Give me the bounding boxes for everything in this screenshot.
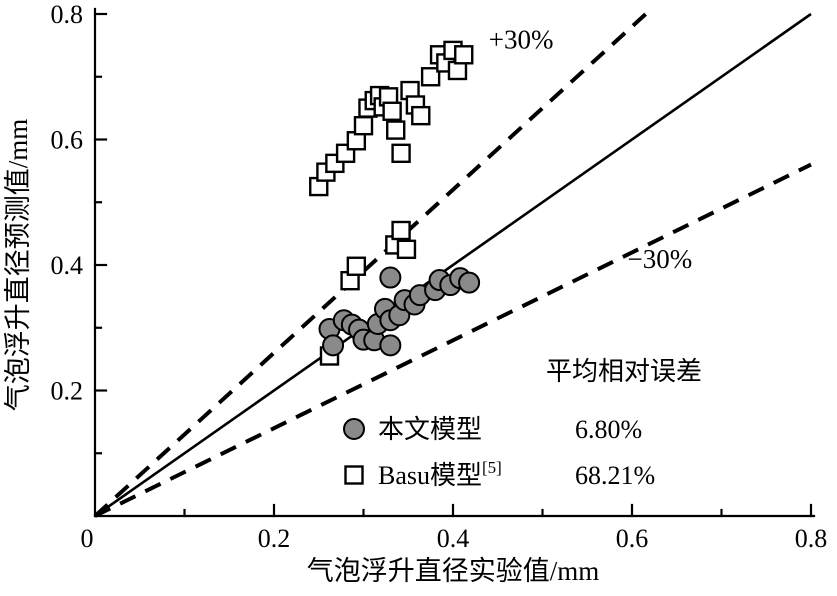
x-tick-label: 0.6 [616, 524, 649, 553]
data-point-square [391, 143, 411, 164]
legend-title: 平均相对误差 [546, 357, 702, 386]
data-point-square [391, 220, 411, 241]
data-point-square [382, 101, 402, 121]
data-point-square [447, 60, 468, 81]
data-point-square [411, 105, 431, 126]
data-point-circle [322, 334, 345, 357]
legend: 平均相对误差 本文模型 6.80% Basu模型[5] 68.21% [343, 357, 702, 490]
legend-label-basu-model-superscript: [5] [482, 458, 502, 477]
ref-line-plus-30-percent [93, 12, 648, 518]
data-point-square [386, 120, 406, 140]
data-point-circle [458, 271, 481, 294]
data-point-circle [379, 266, 402, 289]
annotation-labels: +30% −30% [489, 25, 692, 275]
data-point-square [346, 256, 367, 276]
x-tick-label: 0.8 [795, 524, 828, 553]
legend-circle-marker-icon [343, 418, 365, 440]
x-tick-label: 0 [81, 524, 94, 553]
annotation-label-0: +30% [489, 25, 554, 55]
data-point-square [353, 115, 374, 136]
ref-line-identity [94, 12, 812, 518]
ref-line-minus-30-percent [94, 162, 812, 518]
legend-square-marker-icon [344, 465, 364, 485]
y-axis-title: 气泡浮升直径预测值/mm [3, 119, 33, 412]
legend-label-basu-model: Basu模型[5] [378, 458, 502, 490]
x-axis-title: 气泡浮升直径实验值/mm [307, 556, 600, 586]
x-tick-label: 0.2 [258, 524, 291, 553]
annotation-label-1: −30% [628, 244, 693, 274]
y-tick-label: 0.8 [51, 0, 84, 29]
legend-value-basu-model: 68.21% [575, 461, 655, 490]
data-point-square [396, 239, 417, 260]
legend-label-this-model: 本文模型 [378, 415, 482, 444]
legend-label-basu-model-text: Basu模型 [378, 461, 482, 490]
x-tick-label: 0.4 [437, 524, 470, 553]
legend-value-this-model: 6.80% [575, 415, 642, 444]
axes: 0 0.2 0.4 0.6 0.8 0.2 0.4 0.6 0.8 [51, 0, 828, 553]
y-tick-label: 0.4 [51, 251, 84, 280]
data-points [309, 40, 481, 366]
data-point-square [420, 67, 441, 87]
reference-lines [93, 12, 812, 518]
y-tick-label: 0.6 [51, 126, 84, 155]
y-tick-label: 0.2 [51, 377, 84, 406]
data-point-circle [379, 334, 402, 357]
data-point-square [454, 45, 474, 65]
